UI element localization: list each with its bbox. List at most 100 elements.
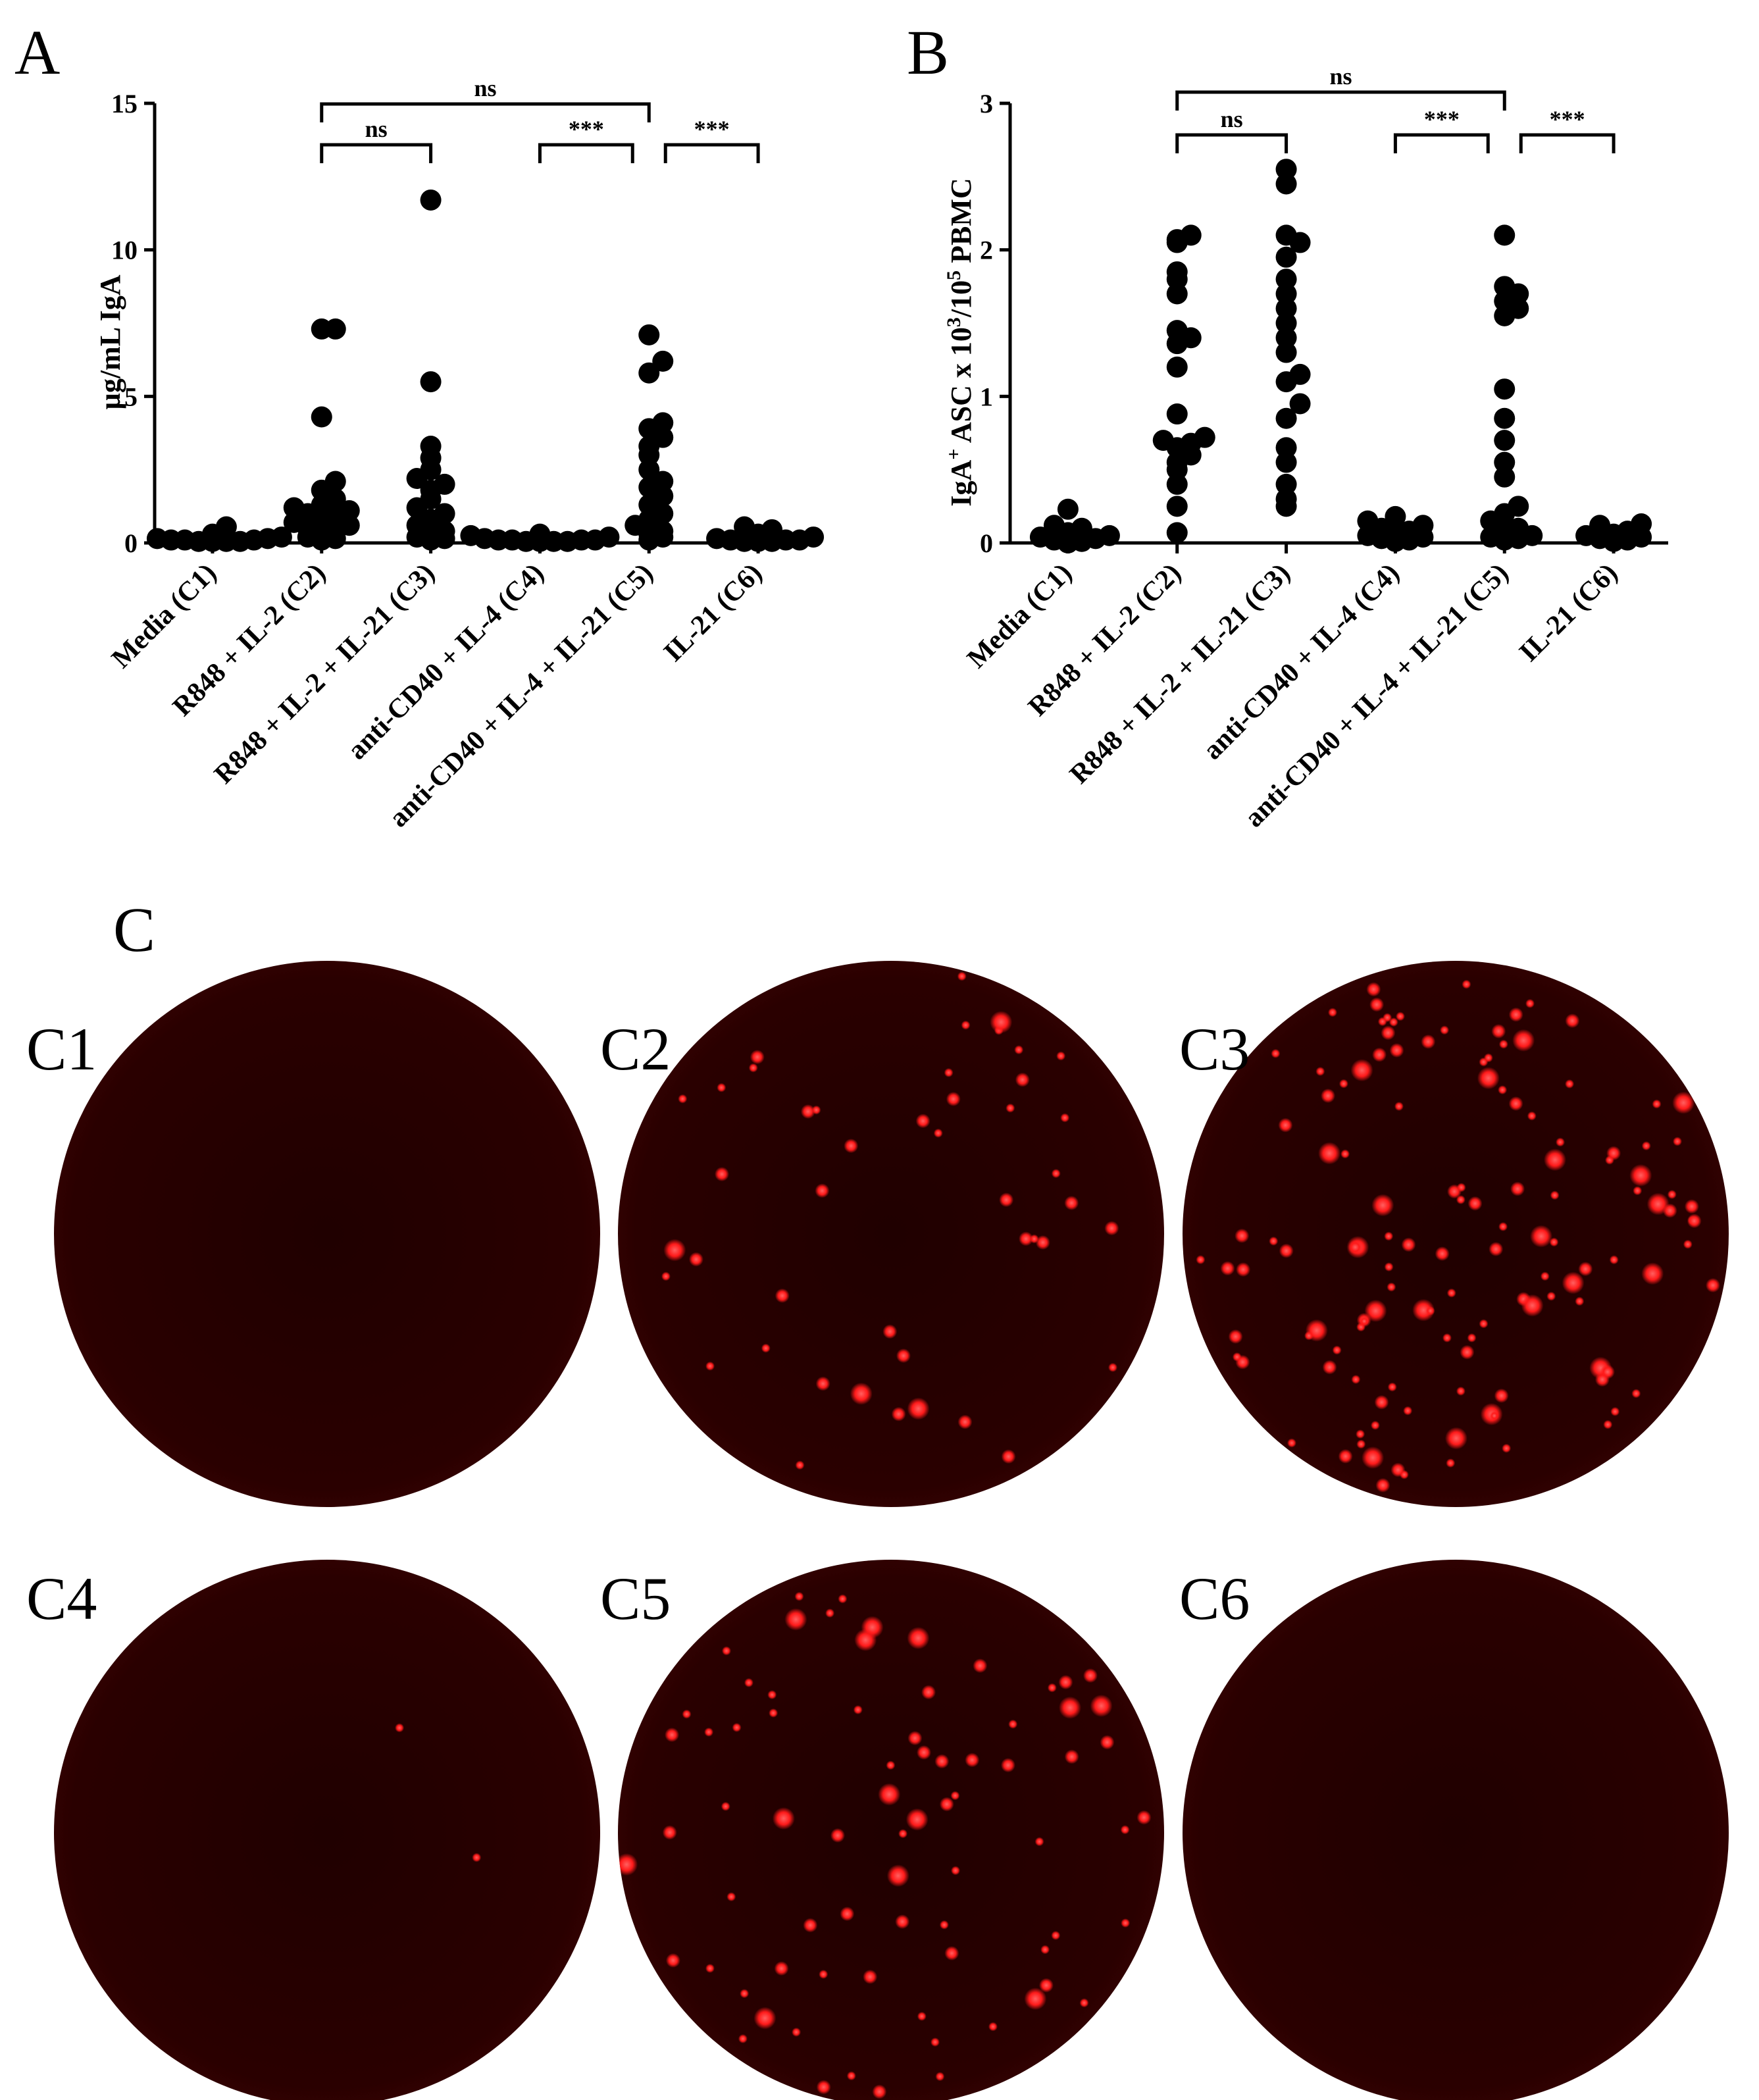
elispot-spot (1083, 1668, 1098, 1683)
chart-b-point (1385, 506, 1406, 527)
elispot-spot (682, 1710, 691, 1719)
elispot-spot (663, 1239, 686, 1262)
elispot-spot (666, 1953, 680, 1968)
elispot-spot (950, 1791, 959, 1800)
chart-a-point (325, 471, 346, 492)
elispot-spot (1446, 1458, 1455, 1468)
chart-a-point (598, 526, 619, 548)
elispot-spot (792, 2028, 801, 2037)
elispot-spot (1048, 1683, 1057, 1693)
elispot-spot (816, 1377, 830, 1391)
elispot-spot (1340, 1149, 1350, 1158)
elispot-spot (1668, 1190, 1677, 1199)
chart-b-ytick-label: 1 (980, 382, 993, 411)
chart-a-ytick-label: 10 (111, 236, 138, 265)
elispot-spot (1229, 1329, 1243, 1344)
elispot-spot (1321, 1088, 1335, 1103)
elispot-spot (753, 2007, 776, 2030)
elispot-spot (1323, 1360, 1337, 1375)
chart-b-point (1167, 403, 1188, 424)
elispot-spot (705, 1964, 715, 1973)
elispot-spot (663, 1825, 677, 1839)
elispot-spot (817, 2080, 831, 2094)
elispot-well-c6 (1183, 1560, 1729, 2100)
elispot-spot (1498, 1222, 1508, 1231)
elispot-spot (1387, 1283, 1396, 1292)
elispot-spot (689, 1252, 703, 1267)
elispot-spot (1235, 1229, 1249, 1243)
elispot-spot (773, 1807, 795, 1830)
chart-a-point (761, 519, 782, 540)
elispot-spot (761, 1344, 771, 1353)
chart-a-category-label: R848 + IL-2 + IL-21 (C3) (209, 558, 441, 790)
elispot-spot (819, 1970, 828, 1979)
elispot-spot (1236, 1262, 1250, 1277)
elispot-spot (1512, 1029, 1535, 1052)
elispot-spot (1595, 1372, 1610, 1387)
elispot-spot (678, 1094, 687, 1104)
elispot-spot (717, 1083, 726, 1092)
elispot-spot (472, 1853, 481, 1862)
chart-b-point (1357, 511, 1378, 532)
chart-a-point (638, 324, 659, 346)
elispot-spot (1328, 1008, 1337, 1017)
elispot-spot (854, 1629, 877, 1651)
elispot-spot (921, 1685, 936, 1699)
chart-a-point (311, 407, 332, 428)
elispot-spot (1565, 1079, 1574, 1088)
elispot-spot (744, 1678, 753, 1687)
well-background (1183, 1560, 1729, 2100)
elispot-spot (1333, 1346, 1342, 1355)
elispot-spot (1024, 1987, 1046, 2010)
elispot-spot (1447, 1289, 1456, 1298)
chart-b-point (1167, 320, 1188, 341)
elispot-spot (988, 2022, 998, 2032)
elispot-spot (1389, 1017, 1398, 1027)
well-label: C4 (26, 1565, 97, 1632)
elispot-spot (1549, 1237, 1558, 1246)
elispot-spot (1460, 1345, 1474, 1360)
elispot-spot (1641, 1262, 1664, 1285)
chart-a-point (421, 190, 442, 211)
elispot-spot (830, 1828, 845, 1843)
elispot-spot (1544, 1148, 1566, 1171)
chart-a-point (529, 524, 550, 545)
elispot-spot (1371, 1194, 1394, 1216)
elispot-spot (1104, 1221, 1119, 1235)
elispot-spot (1706, 1278, 1720, 1293)
chart-b-point (1181, 224, 1202, 245)
elispot-spot (1673, 1137, 1682, 1146)
elispot-spot (1121, 1825, 1130, 1834)
chart-b-category-label: IL-21 (C6) (1514, 558, 1623, 668)
chart-a-point (652, 412, 673, 433)
elispot-spot (1467, 1333, 1477, 1343)
elispot-spot (811, 1106, 821, 1115)
chart-b-significance-bracket (1395, 135, 1488, 153)
chart-b-point (1412, 515, 1433, 536)
elispot-spot (1001, 1758, 1015, 1772)
elispot-spot (775, 1289, 790, 1303)
elispot-wells: C1 C2 C3C4 C5 C6 (26, 961, 1729, 2100)
chart-b-significance-bracket (1521, 135, 1614, 153)
elispot-spot (1384, 1231, 1393, 1241)
elispot-spot (1683, 1240, 1693, 1249)
elispot-spot (906, 1808, 929, 1831)
elispot-spot (1510, 1182, 1525, 1196)
elispot-spot (907, 1731, 922, 1745)
elispot-spot (1058, 1675, 1073, 1689)
elispot-spot (1035, 1837, 1044, 1846)
well-label: C2 (600, 1015, 671, 1083)
elispot-spot (1318, 1142, 1340, 1164)
elispot-spot (1233, 1352, 1242, 1362)
figure-canvas: A B C µg/mL IgA 051015Media (C1)R848 + I… (0, 0, 1759, 2100)
elispot-spot (1445, 1427, 1467, 1449)
elispot-spot (738, 2034, 748, 2043)
well-background (618, 961, 1164, 1507)
elispot-spot (1221, 1261, 1235, 1275)
chart-a-significance-bracket (322, 145, 431, 163)
elispot-spot (1279, 1244, 1294, 1258)
elispot-spot (803, 1918, 817, 1932)
elispot-well-c1 (54, 961, 600, 1507)
elispot-spot (1489, 1242, 1503, 1256)
panel-letter-b: B (907, 17, 949, 88)
